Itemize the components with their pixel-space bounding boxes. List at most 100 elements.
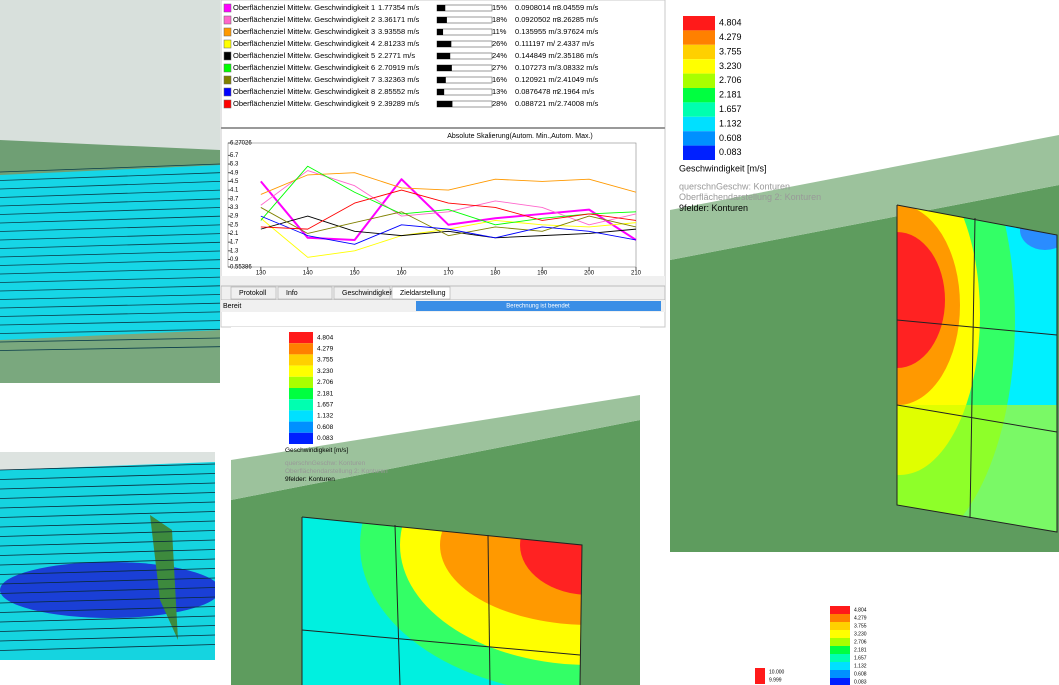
legend-swatch — [289, 421, 313, 433]
chart-title: Absolute Skalierung(Autom. Min.,Autom. M… — [447, 133, 593, 140]
goal-value: 2.70919 m/s — [378, 63, 420, 72]
stream-line — [0, 644, 216, 651]
legend-note: Oberflächendarstellung 2: Konturen — [285, 468, 388, 475]
stream-line — [0, 530, 216, 537]
legend-swatch — [830, 678, 850, 685]
legend-label: 4.279 — [317, 346, 334, 353]
y-tick-label: 4.1 — [230, 188, 239, 194]
goal-progress: 11% — [492, 27, 507, 36]
progress-fill — [437, 41, 452, 47]
stream-line — [0, 511, 216, 518]
goal-progress: 24% — [492, 51, 507, 60]
goal-value: 2.39289 m/s — [378, 99, 420, 108]
legend-label: 0.608 — [719, 133, 742, 143]
goal-criterion: 3.26285 m/s — [557, 15, 599, 24]
legend-swatch — [830, 670, 850, 678]
goal-name: Oberflächenziel Mittelw. Geschwindigkeit… — [233, 99, 375, 108]
tabs: Protokoll Info Geschwindigkeit Zieldarstell… — [230, 286, 451, 300]
stream-line — [0, 224, 221, 232]
legend-swatch — [755, 668, 765, 676]
legend-swatch — [830, 630, 850, 638]
stream-line — [0, 587, 216, 594]
stream-line — [0, 625, 216, 632]
stream-line — [0, 520, 216, 528]
legend-label: 2.181 — [317, 390, 334, 397]
legend-label: 0.608 — [317, 424, 334, 431]
tab[interactable] — [230, 286, 277, 300]
goal-value: 2.2771 m/s — [378, 51, 415, 60]
legend-label: 4.804 — [719, 18, 742, 28]
goal-criterion: 2.1964 m/s — [557, 87, 594, 96]
goal-color — [223, 27, 232, 37]
legend-label: 3.230 — [317, 368, 334, 375]
legend-title: Geschwindigkeit [m/s] — [285, 447, 348, 454]
legend-label: 9.999 — [769, 677, 782, 683]
stream-line — [0, 259, 221, 266]
legend-label: 4.804 — [317, 334, 334, 341]
y-tick-label: 2.5 — [230, 222, 239, 228]
progress-fill — [437, 29, 444, 35]
legend-note: querschnGeschw: Konturen — [285, 460, 366, 467]
legend-label: 4.279 — [854, 615, 867, 621]
scrollbar — [221, 276, 665, 286]
stream-line — [0, 606, 216, 613]
stream-line — [0, 189, 221, 198]
series-line — [260, 189, 637, 230]
legend-swatch — [683, 73, 715, 88]
goal-value: 2.85552 m/s — [378, 87, 420, 96]
stream-line — [0, 268, 221, 275]
goal-progress: 18% — [492, 15, 507, 24]
progress-fill — [437, 65, 452, 71]
tab[interactable] — [391, 286, 451, 300]
series-line — [260, 170, 637, 226]
legend-swatch — [830, 654, 850, 662]
stream-line — [0, 346, 221, 351]
legend-label: 1.657 — [719, 104, 742, 114]
legend-label: 3.755 — [317, 357, 334, 364]
goal-criterion: 2.41049 m/s — [557, 75, 599, 84]
stream-line — [0, 634, 216, 642]
stream-line — [0, 473, 216, 480]
legend-label: 1.132 — [719, 118, 742, 128]
stream-line — [0, 241, 221, 249]
goal-delta: 0.107273 m/ — [515, 63, 558, 72]
legend-swatch — [289, 365, 313, 377]
y-tick-label: 3.7 — [230, 196, 239, 202]
goal-name: Oberflächenziel Mittelw. Geschwindigkeit… — [233, 27, 375, 36]
legend-swatch — [830, 622, 850, 630]
goal-criterion: 3.04559 m/s — [557, 3, 599, 12]
tab[interactable] — [333, 286, 391, 300]
legend-label: 10.000 — [769, 669, 785, 675]
goal-delta: 0.0920502 m — [515, 15, 559, 24]
progress-fill — [437, 77, 446, 83]
stream-lines — [0, 463, 216, 651]
tab-label[interactable]: Zieldarstellung — [400, 290, 446, 297]
legend-label: 2.181 — [719, 90, 742, 100]
y-tick-label: 2.1 — [230, 231, 239, 237]
goal-delta: 0.120921 m/ — [515, 75, 558, 84]
tab-label[interactable]: Geschwindigkeit — [342, 290, 393, 297]
stream-line — [0, 577, 216, 585]
x-tick-label: 200 — [584, 271, 595, 277]
tab-label[interactable]: Info — [286, 290, 298, 297]
y-tick-label: 4.5 — [230, 179, 239, 185]
goal-color — [223, 39, 232, 49]
progress-fill — [437, 101, 453, 107]
stream-line — [0, 163, 221, 173]
legend-swatch — [289, 343, 313, 355]
legend-swatch — [289, 432, 313, 444]
legend-swatch — [289, 354, 313, 366]
tab-label[interactable]: Protokoll — [239, 290, 267, 297]
x-tick-label: 160 — [397, 271, 408, 277]
goal-criterion: 3.08332 m/s — [557, 63, 599, 72]
y-tick-label: 6.27026 — [230, 141, 252, 147]
goal-progress: 28% — [492, 99, 507, 108]
goal-delta: 0.088721 m/ — [515, 99, 558, 108]
legend-label: 3.755 — [854, 623, 867, 629]
legend-title: Geschwindigkeit [m/s] — [679, 163, 767, 173]
goal-color — [223, 75, 232, 85]
tab[interactable] — [277, 286, 333, 300]
y-tick-label: 0.9 — [230, 257, 239, 263]
series-line — [260, 215, 637, 245]
goal-delta: 0.144849 m/ — [515, 51, 558, 60]
